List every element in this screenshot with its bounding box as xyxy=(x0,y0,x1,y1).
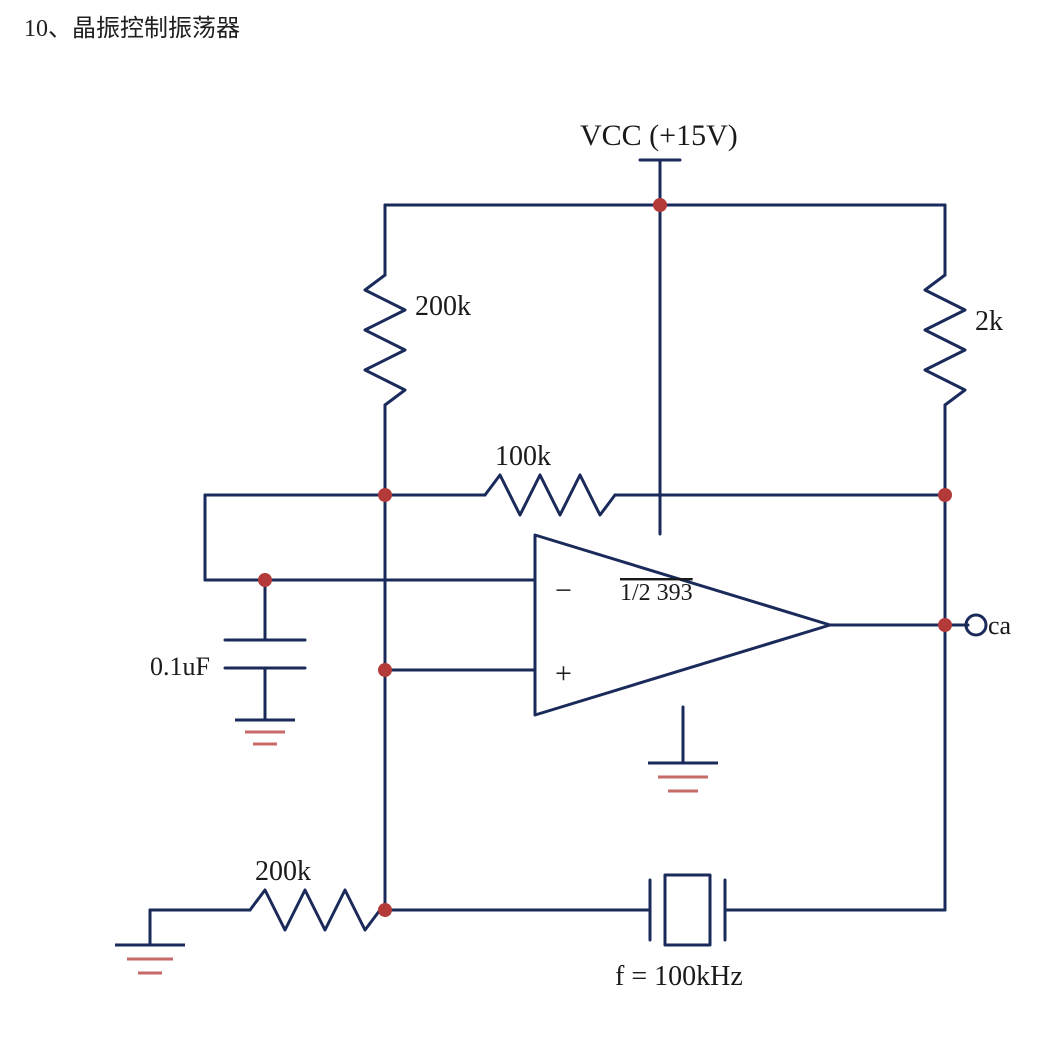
label-r200k-bot: 200k xyxy=(255,856,311,887)
label-minus: − xyxy=(555,574,572,607)
label-vcc: VCC (+15V) xyxy=(580,119,738,152)
ground-bottom-left xyxy=(115,945,185,973)
label-out: ca xyxy=(988,611,1012,640)
label-crystal: f = 100kHz xyxy=(615,961,743,992)
label-r2k: 2k xyxy=(975,306,1003,337)
label-r200k-top: 200k xyxy=(415,291,471,322)
label-plus: + xyxy=(555,657,572,690)
label-r100k: 100k xyxy=(495,441,551,472)
ground-cap xyxy=(235,720,295,744)
schematic: VCC (+15V) 200k 2k 100k 0.1uF 1/2 393 − … xyxy=(0,0,1048,1046)
label-cap: 0.1uF xyxy=(150,652,210,681)
ground-opamp xyxy=(648,763,718,791)
label-ic: 1/2 393 xyxy=(620,580,693,606)
